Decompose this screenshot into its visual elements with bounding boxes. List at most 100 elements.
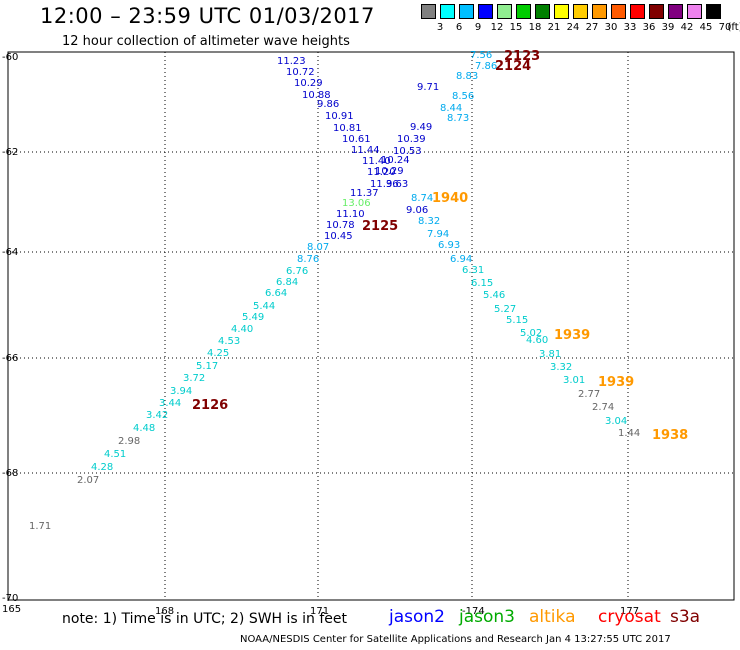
wave-height-label: 10.24 xyxy=(381,155,410,166)
wave-height-label: 5.49 xyxy=(242,312,264,323)
legend-swatch xyxy=(592,4,607,19)
legend-label: 27 xyxy=(585,22,599,33)
legend-swatch xyxy=(535,4,550,19)
wave-height-label: 4.28 xyxy=(91,462,113,473)
legend-swatch xyxy=(668,4,683,19)
longitude-labels: 165 168 171 -174 177 xyxy=(2,604,639,617)
legend-label: 21 xyxy=(547,22,561,33)
footer-note: note: 1) Time is in UTC; 2) SWH is in fe… xyxy=(62,611,348,627)
lat-tick-label: -64 xyxy=(2,247,18,258)
satellite-legend-jason3: jason3 xyxy=(459,607,515,627)
wave-height-label: 11.44 xyxy=(351,145,380,156)
wave-height-label: 4.25 xyxy=(207,348,229,359)
wave-height-label: 10.29 xyxy=(294,78,323,89)
legend-swatch xyxy=(497,4,512,19)
legend-label: 24 xyxy=(566,22,580,33)
wave-height-label: 9.49 xyxy=(410,122,432,133)
satellite-legend-altika: altika xyxy=(529,607,576,627)
wave-height-label: 6.15 xyxy=(471,278,493,289)
legend-label: 39 xyxy=(661,22,675,33)
lon-tick-label: 165 xyxy=(2,604,21,615)
lat-tick-label: -66 xyxy=(2,353,18,364)
wave-height-label: 11.40 xyxy=(362,156,391,167)
wave-height-label: 8.44 xyxy=(440,103,462,114)
wave-height-label: 6.76 xyxy=(286,266,308,277)
wave-height-label: 3.44 xyxy=(159,398,181,409)
legend-swatch xyxy=(687,4,702,19)
lat-tick-label: -70 xyxy=(2,593,18,604)
pass-number-label: 1938 xyxy=(652,428,688,443)
wave-height-label: 2.74 xyxy=(592,402,614,413)
wave-height-label: 11.20 xyxy=(367,167,396,178)
lon-tick-label: 168 xyxy=(155,606,174,617)
legend-label: 42 xyxy=(680,22,694,33)
legend-unit: (ft) xyxy=(727,22,740,33)
wave-height-label: 11.37 xyxy=(350,188,379,199)
wave-height-label: 9.06 xyxy=(406,205,428,216)
wave-height-label: 2.07 xyxy=(77,475,99,486)
wave-height-label: 11.36 xyxy=(370,179,399,190)
lon-tick-label: -174 xyxy=(462,606,485,617)
wave-height-label: 8.07 xyxy=(307,242,329,253)
legend-swatch xyxy=(573,4,588,19)
legend-swatch xyxy=(554,4,569,19)
page-title: 12:00 – 23:59 UTC 01/03/2017 xyxy=(40,4,375,28)
pass-number-label: 2126 xyxy=(192,398,228,413)
wave-height-label: 13.06 xyxy=(342,198,371,209)
wave-height-label: 6.94 xyxy=(450,254,472,265)
map-grid xyxy=(7,51,735,601)
wave-height-label: 8.74 xyxy=(411,193,433,204)
wave-height-label: 1.71 xyxy=(29,521,51,532)
legend-label: 33 xyxy=(623,22,637,33)
wave-height-label: 8.73 xyxy=(447,113,469,124)
wave-height-label: 6.84 xyxy=(276,277,298,288)
wave-height-label: 10.91 xyxy=(325,111,354,122)
legend-swatch xyxy=(611,4,626,19)
wave-height-label: 5.46 xyxy=(483,290,505,301)
lat-tick-label: -60 xyxy=(2,52,18,63)
latitude-labels: -60 -62 -64 -66 -68 -70 xyxy=(2,52,18,604)
legend-label: 3 xyxy=(436,22,444,33)
wave-height-label: 1.44 xyxy=(618,428,640,439)
pass-number-label: 1940 xyxy=(432,191,468,206)
wave-height-label: 8.76 xyxy=(297,254,319,265)
wave-height-label: 11.10 xyxy=(336,209,365,220)
pass-number-label: 2124 xyxy=(495,59,531,74)
credit-line: NOAA/NESDIS Center for Satellite Applica… xyxy=(240,634,671,645)
wave-height-label: 7.86 xyxy=(475,61,497,72)
wave-height-label: 9.63 xyxy=(386,179,408,190)
wave-height-label: 8.83 xyxy=(456,71,478,82)
legend-label: 18 xyxy=(528,22,542,33)
wave-height-label: 4.60 xyxy=(526,335,548,346)
legend-swatch xyxy=(706,4,721,19)
wave-height-label: 10.78 xyxy=(326,220,355,231)
satellite-legend-cryosat: cryosat xyxy=(598,607,661,627)
legend-label: 12 xyxy=(490,22,504,33)
lat-tick-label: -62 xyxy=(2,147,18,158)
lon-tick-label: 171 xyxy=(310,606,329,617)
legend-label: 36 xyxy=(642,22,656,33)
wave-height-label: 8.56 xyxy=(452,91,474,102)
wave-height-label: 6.31 xyxy=(462,265,484,276)
legend-label: 6 xyxy=(455,22,463,33)
wave-height-label: 10.39 xyxy=(397,134,426,145)
wave-height-label: 10.29 xyxy=(375,166,404,177)
wave-height-label: 10.81 xyxy=(333,123,362,134)
wave-height-label: 9.86 xyxy=(317,99,339,110)
wave-height-label: 3.42 xyxy=(146,410,168,421)
wave-height-values: 11.2310.7210.2910.889.8610.9110.8110.611… xyxy=(29,50,640,532)
legend-swatch xyxy=(421,4,436,19)
map-frame xyxy=(7,51,735,601)
pass-number-label: 1939 xyxy=(554,328,590,343)
legend-swatch xyxy=(440,4,455,19)
wave-height-label: 11.23 xyxy=(277,56,306,67)
pass-number-label: 1939 xyxy=(598,375,634,390)
satellite-legend-s3a: s3a xyxy=(670,607,701,627)
wave-height-label: 5.27 xyxy=(494,304,516,315)
wave-height-label: 10.72 xyxy=(286,67,315,78)
legend-label: 70 xyxy=(718,22,732,33)
wave-height-label: 4.48 xyxy=(133,423,155,434)
wave-height-label: 7.56 xyxy=(470,50,492,61)
